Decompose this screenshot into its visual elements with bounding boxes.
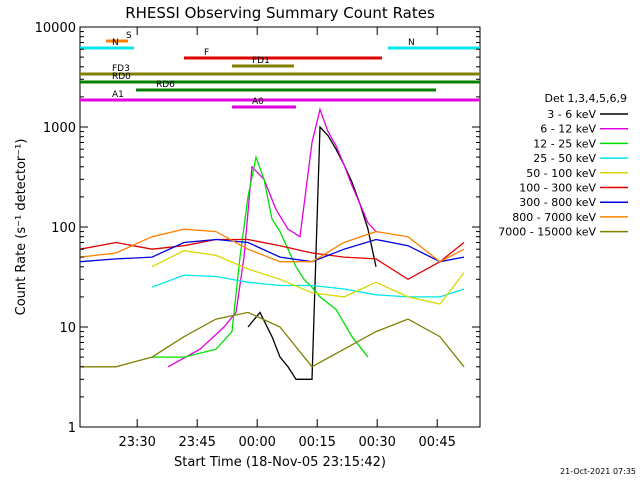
series-line <box>80 311 465 368</box>
flag-label: FD1 <box>252 56 270 66</box>
legend-label: 50 - 100 keV <box>526 167 596 180</box>
y-tick-label: 10000 <box>35 21 76 36</box>
legend-label: 7000 - 15000 keV <box>498 226 596 239</box>
flag-label: S <box>126 31 132 41</box>
flag-label: A1 <box>112 90 124 100</box>
timestamp: 21-Oct-2021 07:35 <box>560 467 636 476</box>
legend-title: Det 1,3,4,5,6,9 <box>544 92 627 105</box>
legend-label: 3 - 6 keV <box>547 108 596 121</box>
y-tick-label: 100 <box>51 221 76 236</box>
x-tick-label: 00:45 <box>418 435 455 450</box>
flag-label: A0 <box>252 97 264 107</box>
data-series <box>79 107 465 380</box>
y-axis-label: Count Rate (s⁻¹ detector⁻¹) <box>14 139 29 316</box>
y-axis-ticks: 1 10 100 1000 10000 <box>35 21 480 436</box>
series-line <box>152 154 369 358</box>
chart-title: RHESSI Observing Summary Count Rates <box>125 4 435 22</box>
x-axis-ticks: 23:30 23:45 00:00 00:15 00:30 00:45 <box>118 27 456 450</box>
flag-label: RD0 <box>112 72 131 82</box>
flag-label: N <box>112 38 119 48</box>
y-tick-label: 1 <box>68 421 76 436</box>
series-line <box>151 274 465 298</box>
legend-label: 100 - 300 keV <box>519 182 596 195</box>
series-line <box>151 250 465 305</box>
legend-label: 300 - 800 keV <box>519 196 596 209</box>
y-tick-label: 1000 <box>43 121 76 136</box>
x-tick-label: 00:00 <box>238 435 275 450</box>
series-line <box>79 238 465 281</box>
x-tick-label: 23:45 <box>178 435 215 450</box>
flag-label: N <box>408 38 415 48</box>
flag-label: FD3 <box>112 64 130 74</box>
x-axis-label: Start Time (18-Nov-05 23:15:42) <box>174 455 386 470</box>
x-tick-label: 23:30 <box>118 435 155 450</box>
flag-label: F <box>204 48 209 58</box>
legend-label: 25 - 50 keV <box>533 152 596 165</box>
x-tick-label: 00:15 <box>298 435 335 450</box>
y-tick-label: 10 <box>59 321 76 336</box>
x-tick-label: 00:30 <box>358 435 395 450</box>
series-line <box>79 238 465 263</box>
plot-frame <box>79 26 481 428</box>
series-line <box>79 228 465 263</box>
legend-label: 12 - 25 keV <box>533 137 596 150</box>
legend-label: 6 - 12 keV <box>540 123 596 136</box>
flag-label: RD6 <box>156 80 175 90</box>
legend-label: 800 - 7000 keV <box>512 211 596 224</box>
series-line <box>167 107 377 368</box>
